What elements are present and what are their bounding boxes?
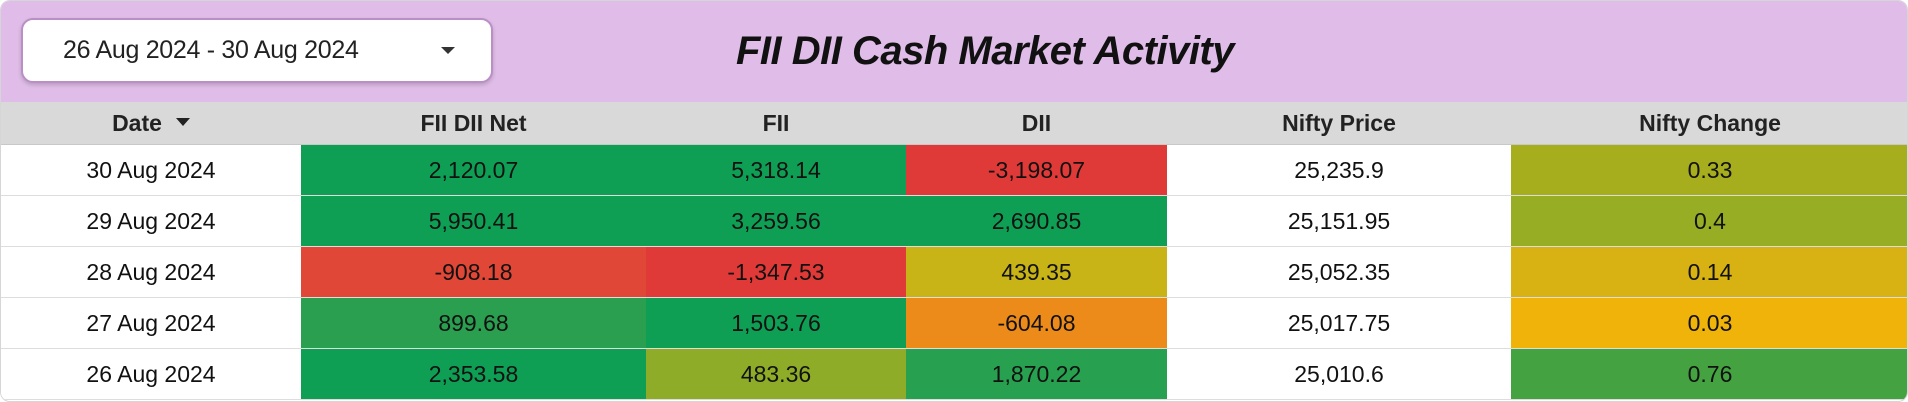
column-header-date[interactable]: Date <box>1 102 301 145</box>
cell-dii: 1,870.22 <box>906 348 1167 400</box>
column-header-label: Date <box>112 109 162 136</box>
cell-nifty-price: 25,235.9 <box>1167 144 1511 196</box>
cell-date: 26 Aug 2024 <box>1 348 301 400</box>
table-body: 30 Aug 2024 2,120.07 5,318.14 -3,198.07 … <box>1 144 1907 400</box>
cell-dii: -3,198.07 <box>906 144 1167 196</box>
table-row: 26 Aug 2024 2,353.58 483.36 1,870.22 25,… <box>1 348 1907 400</box>
cell-fii-dii-net: -908.18 <box>301 246 646 298</box>
chevron-down-icon[interactable] <box>441 47 455 54</box>
column-header-fii[interactable]: FII <box>646 102 906 145</box>
table-row: 30 Aug 2024 2,120.07 5,318.14 -3,198.07 … <box>1 144 1907 196</box>
cell-date: 29 Aug 2024 <box>1 195 301 247</box>
cell-fii: 1,503.76 <box>646 297 906 349</box>
column-header-fii-dii-net[interactable]: FII DII Net <box>301 102 646 145</box>
column-header-nifty-change[interactable]: Nifty Change <box>1511 102 1907 145</box>
column-header-nifty-price[interactable]: Nifty Price <box>1167 102 1511 145</box>
column-header-dii[interactable]: DII <box>906 102 1167 145</box>
cell-nifty-change: 0.76 <box>1511 348 1907 400</box>
cell-date: 30 Aug 2024 <box>1 144 301 196</box>
cell-dii: -604.08 <box>906 297 1167 349</box>
cell-nifty-price: 25,052.35 <box>1167 246 1511 298</box>
cell-date: 27 Aug 2024 <box>1 297 301 349</box>
cell-dii: 2,690.85 <box>906 195 1167 247</box>
cell-nifty-change: 0.03 <box>1511 297 1907 349</box>
table-row: 29 Aug 2024 5,950.41 3,259.56 2,690.85 2… <box>1 195 1907 247</box>
cell-nifty-change: 0.33 <box>1511 144 1907 196</box>
cell-fii-dii-net: 2,353.58 <box>301 348 646 400</box>
cell-date: 28 Aug 2024 <box>1 246 301 298</box>
cell-fii: -1,347.53 <box>646 246 906 298</box>
cell-fii-dii-net: 2,120.07 <box>301 144 646 196</box>
date-range-picker[interactable]: 26 Aug 2024 - 30 Aug 2024 <box>21 18 493 83</box>
table-row: 27 Aug 2024 899.68 1,503.76 -604.08 25,0… <box>1 297 1907 349</box>
activity-table: Date FII DII Net FII DII Nifty Price Nif… <box>1 102 1907 400</box>
cell-nifty-price: 25,017.75 <box>1167 297 1511 349</box>
cell-fii-dii-net: 5,950.41 <box>301 195 646 247</box>
date-range-value: 26 Aug 2024 - 30 Aug 2024 <box>63 36 359 64</box>
cell-fii: 3,259.56 <box>646 195 906 247</box>
cell-nifty-price: 25,010.6 <box>1167 348 1511 400</box>
cell-nifty-change: 0.4 <box>1511 195 1907 247</box>
table-row: 28 Aug 2024 -908.18 -1,347.53 439.35 25,… <box>1 246 1907 298</box>
cell-fii: 5,318.14 <box>646 144 906 196</box>
sort-descending-icon[interactable] <box>175 118 190 127</box>
cell-fii: 483.36 <box>646 348 906 400</box>
header-bar: 26 Aug 2024 - 30 Aug 2024 FII DII Cash M… <box>1 1 1907 102</box>
cell-nifty-change: 0.14 <box>1511 246 1907 298</box>
cell-dii: 439.35 <box>906 246 1167 298</box>
table-header-row: Date FII DII Net FII DII Nifty Price Nif… <box>1 102 1907 145</box>
cell-fii-dii-net: 899.68 <box>301 297 646 349</box>
cell-nifty-price: 25,151.95 <box>1167 195 1511 247</box>
page-title: FII DII Cash Market Activity <box>736 29 1235 73</box>
